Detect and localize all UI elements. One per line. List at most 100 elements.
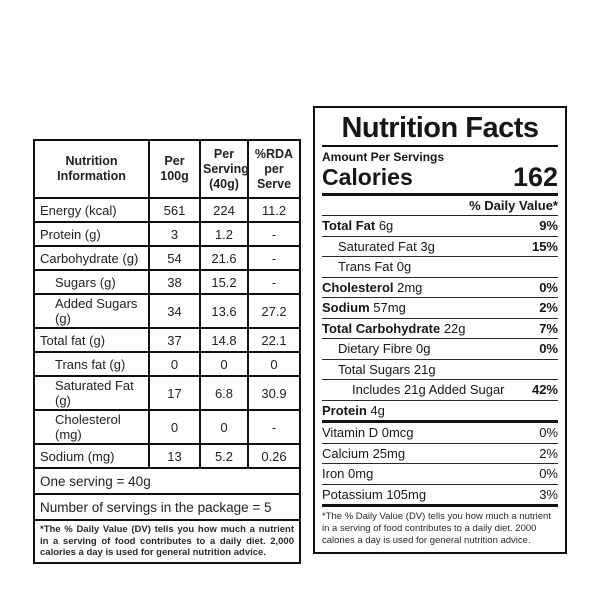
per-100g-value: 34 [148,293,201,329]
nutrient-label: Carbohydrate (g) [33,245,150,271]
nutrient-label: Saturated Fat (g) [33,375,150,411]
daily-value-percent: 42% [531,382,558,398]
calories-row: Calories 162 [322,164,558,193]
per-100g-value: 561 [148,197,201,223]
nutrient-row: Total Fat 6g 9% [322,216,558,236]
rda-value: - [247,221,301,247]
per-100g-value: 0 [148,351,201,377]
daily-value-percent: 7% [539,320,558,336]
left-table-body: Energy (kcal) 561 224 11.2 Protein (g) 3 1.2- C… [33,197,301,469]
daily-value-percent: 0% [539,341,558,357]
daily-value-percent: 0% [539,425,558,441]
nutrient-row: Calcium 25mg 2% [322,442,558,464]
serving-note-row: One serving = 40g [33,467,301,495]
nutrient-row: Includes 21g Added Sugar 42% [322,379,558,400]
calories-value: 162 [512,162,558,192]
nutrient-name-amount: Includes 21g Added Sugar [352,382,505,398]
nutrient-row: Dietary Fibre 0g 0% [322,338,558,359]
header-per-serving: Per Serving (40g) [199,139,249,199]
nutrient-row: Total Carbohydrate 22g 7% [322,317,558,339]
per-serving-value: 0 [199,409,249,445]
per-100g-value: 13 [148,443,201,469]
per-serving-value: 6.8 [199,375,249,411]
nutrient-name-amount: Iron 0mg [322,466,374,482]
table-row: Protein (g) 3 1.2- [33,221,301,247]
daily-value-percent: 9% [539,218,558,234]
nutrition-facts-title: Nutrition Facts [341,112,539,144]
nutrient-row: Total Sugars 21g [322,358,558,380]
nutrient-name-amount: Total Fat 6g [322,218,394,234]
per-serving-value: 14.8 [199,327,249,353]
left-footnote-row: *The % Daily Value (DV) tells you how mu… [33,519,301,564]
per-100g-value: 37 [148,327,201,353]
left-footnote: *The % Daily Value (DV) tells you how mu… [33,519,301,564]
nutrient-name-amount: Total Sugars 21g [338,361,436,377]
nutrient-label: Trans fat (g) [33,351,150,377]
per-100g-value: 0 [148,409,201,445]
per-100g-value: 38 [148,269,201,295]
nutrient-name-amount: Cholesterol 2mg [322,279,423,295]
rda-value: 0.26 [247,443,301,469]
nutrient-row: Potassium 105mg 3% [322,483,558,505]
table-row: Sodium (mg) 13 5.2 0.26 [33,443,301,469]
divider [322,145,558,147]
per-serving-value: 15.2 [199,269,249,295]
rda-value: 30.9 [247,375,301,411]
per-serving-value: 21.6 [199,245,249,271]
nutrient-row: Iron 0mg 0% [322,463,558,484]
divider [322,420,558,423]
table-row: Cholesterol (mg) 0 0- [33,409,301,445]
table-row: Sugars (g) 38 15.2- [33,269,301,295]
daily-value-percent: 2% [539,445,558,461]
nutrient-name-amount: Saturated Fat 3g [338,238,435,254]
nutrient-label: Sodium (mg) [33,443,150,469]
nutrient-name-amount: Dietary Fibre 0g [338,341,431,357]
per-serving-value: 13.6 [199,293,249,329]
header-nutrition-information: Nutrition Information [33,139,150,199]
per-serving-value: 5.2 [199,443,249,469]
nutrition-facts-label: Nutrition Facts Amount Per Servings Calo… [313,106,567,554]
nutrient-label: Sugars (g) [33,269,150,295]
nutrient-rows: Total Fat 6g 9% Saturated Fat 3g 15% Trans F… [322,216,558,420]
nutrient-label: Protein (g) [33,221,150,247]
nutrient-name-amount: Potassium 105mg [322,486,427,502]
daily-value-percent: 0% [539,279,558,295]
nutrient-row: Saturated Fat 3g 15% [322,235,558,257]
rda-value: - [247,245,301,271]
nf-footnote: *The % Daily Value (DV) tells you how mu… [322,511,551,546]
per-100g-value: 54 [148,245,201,271]
table-row: Saturated Fat (g) 17 6.8 30.9 [33,375,301,411]
nutrient-label: Total fat (g) [33,327,150,353]
calories-label: Calories [322,164,413,190]
amount-per-servings: Amount Per Servings [322,150,445,164]
nutrient-row: Cholesterol 2mg 0% [322,276,558,298]
nutrient-name-amount: Sodium 57mg [322,300,406,316]
rda-value: - [247,269,301,295]
nutrient-label: Cholesterol (mg) [33,409,150,445]
header-rda-per-serve: %RDA per Serve [247,139,301,199]
rda-value: - [247,409,301,445]
rda-value: 0 [247,351,301,377]
per-100g-value: 17 [148,375,201,411]
table-row: Added Sugars (g) 34 13.6 27.2 [33,293,301,329]
nutrient-name-amount: Total Carbohydrate 22g [322,320,466,336]
nutrient-row: Sodium 57mg 2% [322,297,558,318]
per-100g-value: 3 [148,221,201,247]
nutrient-row: Protein 4g [322,399,558,421]
table-header-row: Nutrition Information Per 100g Per Servi… [33,139,301,199]
daily-value-percent: 0% [539,466,558,482]
nutrient-name-amount: Vitamin D 0mcg [322,425,414,441]
rda-value: 22.1 [247,327,301,353]
table-row: Energy (kcal) 561 224 11.2 [33,197,301,223]
nutrient-row: Trans Fat 0g [322,256,558,277]
nutrient-label: Added Sugars (g) [33,293,150,329]
nutrient-name-amount: Protein 4g [322,402,385,418]
package-note-row: Number of servings in the package = 5 [33,493,301,521]
table-row: Carbohydrate (g) 54 21.6- [33,245,301,271]
rda-value: 11.2 [247,197,301,223]
rda-value: 27.2 [247,293,301,329]
daily-value-header: % Daily Value* [322,196,558,216]
divider [322,193,558,196]
serving-note: One serving = 40g [33,467,301,495]
